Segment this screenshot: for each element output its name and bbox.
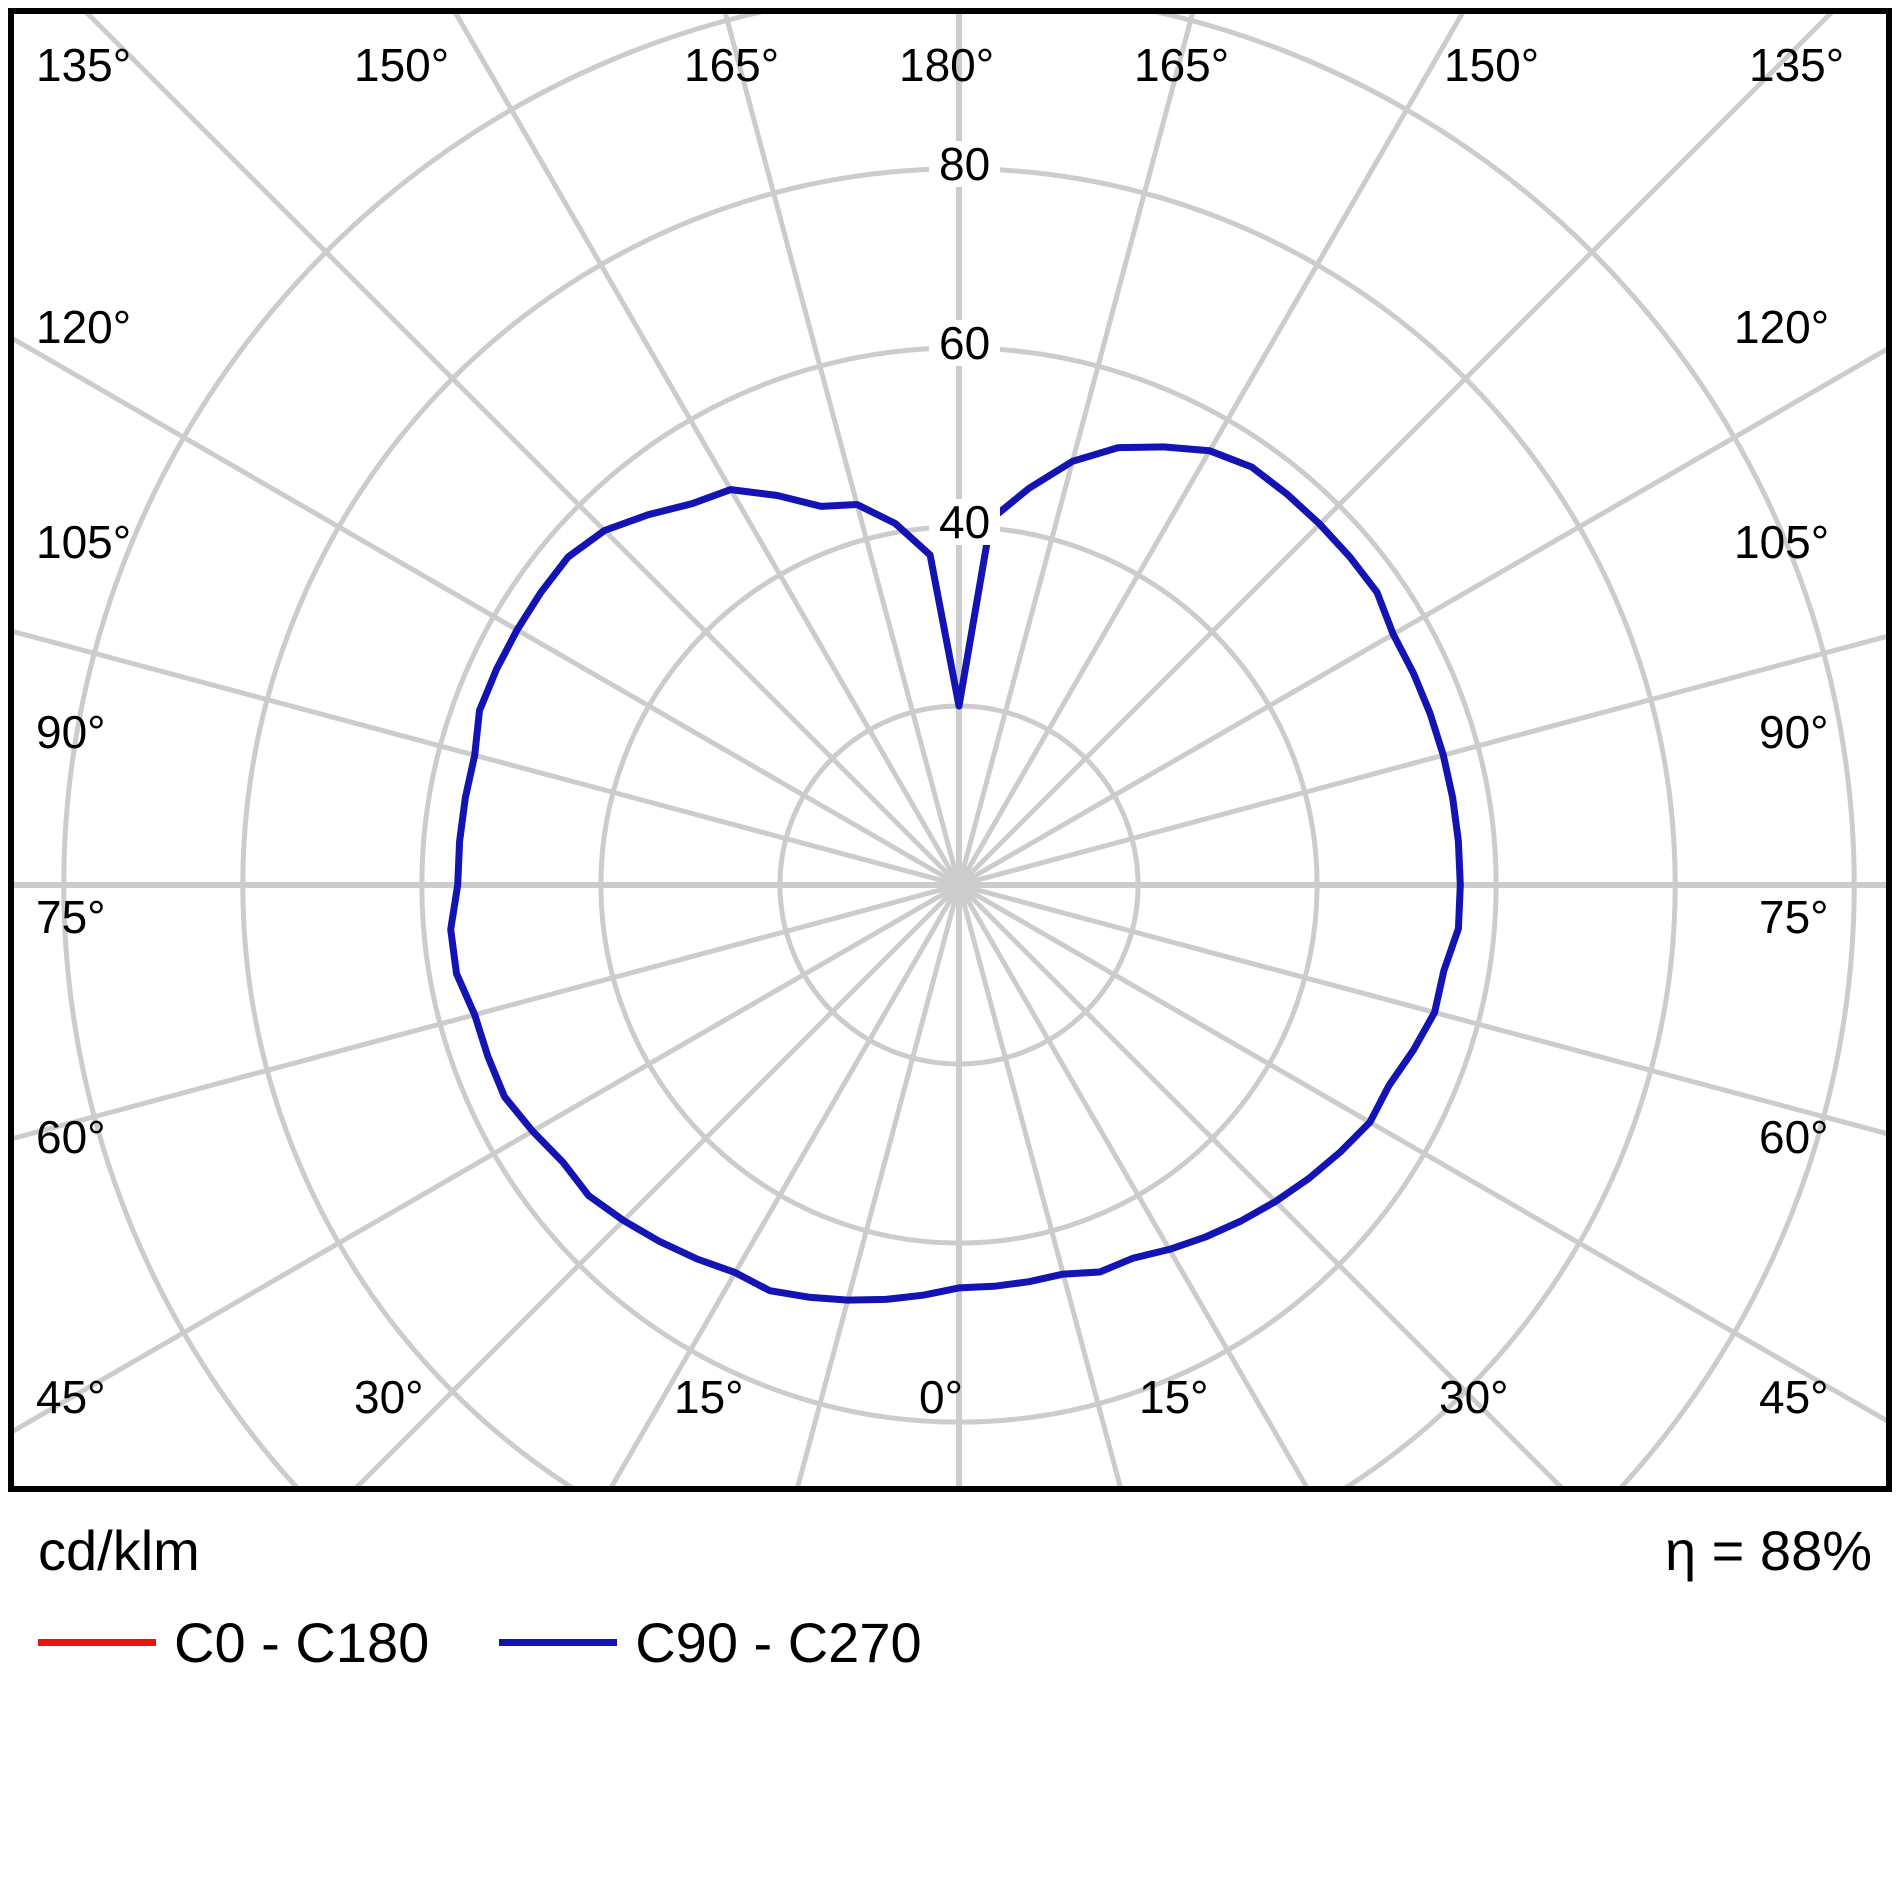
radial-tick-label: 60 <box>929 319 1001 366</box>
angular-tick-label: 120° <box>1734 301 1830 353</box>
angular-tick-label: 135° <box>1749 39 1845 91</box>
grid-spoke <box>84 14 961 887</box>
angular-tick-label: 90° <box>1759 706 1829 758</box>
grid-spoke <box>14 629 960 888</box>
angular-tick-label: 75° <box>36 891 106 943</box>
efficiency-label: η = 88% <box>1664 1519 1872 1582</box>
grid-spoke <box>956 14 1465 887</box>
angular-tick-label: 60° <box>1759 1111 1829 1163</box>
angular-tick-label: 165° <box>1134 39 1230 91</box>
angular-tick-label: 150° <box>1444 39 1540 91</box>
angular-tick-label: 0° <box>919 1371 963 1423</box>
grid-spoke <box>354 883 961 1486</box>
grid-spoke <box>956 883 1309 1486</box>
legend-color-swatch <box>499 1639 618 1646</box>
angular-tick-label: 30° <box>354 1371 424 1423</box>
angular-tick-label: 90° <box>36 706 106 758</box>
grid-spoke <box>957 883 1564 1486</box>
angular-tick-label: 15° <box>1139 1371 1209 1423</box>
grid-spoke <box>609 883 962 1486</box>
angular-tick-label: 165° <box>684 39 780 91</box>
series-curve <box>447 443 1464 1304</box>
angular-tick-label: 105° <box>36 516 132 568</box>
legend-entries: C0 - C180 C90 - C270 <box>38 1610 992 1675</box>
polar-grid-and-curves <box>14 14 1886 1486</box>
angular-tick-label: 180° <box>899 39 995 91</box>
grid-spoke <box>957 14 1834 887</box>
legend-entry[interactable]: C0 - C180 <box>38 1610 429 1675</box>
grid-spoke <box>957 346 1886 888</box>
angular-tick-label: 150° <box>354 39 450 91</box>
radial-tick-label: 80 <box>929 140 1001 187</box>
grid-spoke <box>453 14 962 887</box>
grid-spoke <box>14 882 961 1434</box>
polar-grid <box>14 14 1886 1486</box>
legend-label: C90 - C270 <box>635 1611 922 1674</box>
angular-tick-label: 105° <box>1734 516 1830 568</box>
angular-tick-label: 30° <box>1439 1371 1509 1423</box>
grid-spoke <box>958 882 1886 1136</box>
grid-spoke <box>956 884 1123 1486</box>
grid-spoke <box>957 882 1886 1424</box>
angular-tick-label: 45° <box>36 1371 106 1423</box>
grid-spoke <box>723 14 962 886</box>
radial-tick-label: 40 <box>929 498 1001 545</box>
grid-spoke <box>958 634 1886 888</box>
legend-color-swatch <box>38 1639 156 1646</box>
angular-tick-label: 60° <box>36 1111 106 1163</box>
unit-label: cd/klm <box>38 1519 200 1582</box>
angular-tick-label: 135° <box>36 39 132 91</box>
legend-entry[interactable]: C90 - C270 <box>499 1610 922 1675</box>
angular-tick-label: 75° <box>1759 891 1829 943</box>
grid-spoke <box>14 882 960 1141</box>
grid-spoke <box>956 14 1195 886</box>
angular-tick-label: 15° <box>674 1371 744 1423</box>
legend-label: C0 - C180 <box>174 1611 430 1674</box>
grid-spoke <box>14 336 961 888</box>
grid-spoke <box>795 884 962 1486</box>
polar-plot-area: 135° 150° 165° 180° 165° 150° 135° 120° 105° 90° 7… <box>8 8 1892 1492</box>
legend-area: cd/klm η = 88% C0 - C180 C90 - C270 <box>8 1500 1892 1892</box>
angular-tick-label: 120° <box>36 301 132 353</box>
polar-series <box>447 443 1464 1304</box>
angular-tick-label: 45° <box>1759 1371 1829 1423</box>
